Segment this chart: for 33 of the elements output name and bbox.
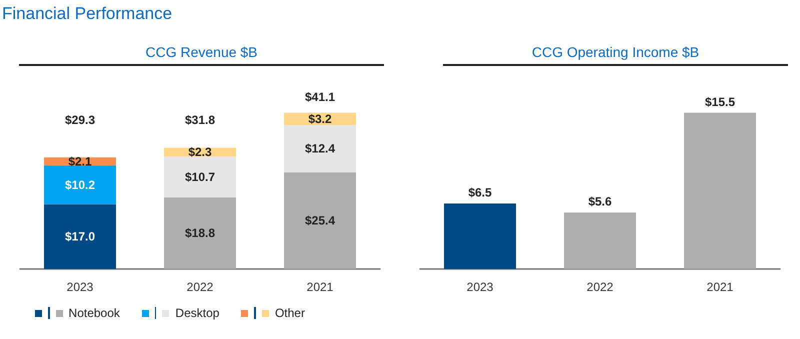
- legend-label: Desktop: [175, 306, 220, 320]
- data-label: $10.7: [184, 170, 216, 184]
- bar: [284, 172, 356, 269]
- legend-label: Notebook: [68, 306, 120, 320]
- data-label: $6.5: [468, 185, 492, 200]
- data-label: $3.2: [308, 112, 332, 126]
- x-tick-label: 2021: [706, 280, 734, 294]
- total-label: $41.1: [304, 90, 336, 104]
- bar: [164, 156, 236, 198]
- data-label: $2.3: [188, 145, 212, 160]
- data-label: $25.4: [304, 214, 336, 228]
- x-tick-label: 2022: [186, 280, 214, 294]
- x-tick-label: 2022: [586, 280, 614, 294]
- data-label: $10.2: [64, 178, 96, 192]
- total-label: $29.3: [64, 113, 96, 127]
- x-tick-label: 2023: [66, 280, 94, 294]
- x-tick-label: 2023: [466, 280, 494, 294]
- data-label: $18.8: [184, 226, 216, 240]
- data-label: $2.1: [68, 154, 92, 168]
- text: Financial Performance: [2, 4, 172, 24]
- bar: [164, 197, 236, 269]
- data-label: $5.6: [588, 194, 612, 209]
- bar: [284, 124, 356, 172]
- legend-label: Other: [274, 306, 305, 320]
- data-label: $17.0: [64, 230, 96, 244]
- chart-title: CCG Operating Income $B: [443, 44, 788, 66]
- bar: [44, 204, 116, 269]
- x-tick-label: 2021: [306, 280, 334, 294]
- total-label: $31.8: [184, 113, 216, 127]
- chart-title: CCG Revenue $B: [19, 44, 384, 66]
- bar: [44, 165, 116, 204]
- data-label: $12.4: [304, 142, 336, 156]
- data-label: $15.5: [704, 94, 736, 109]
